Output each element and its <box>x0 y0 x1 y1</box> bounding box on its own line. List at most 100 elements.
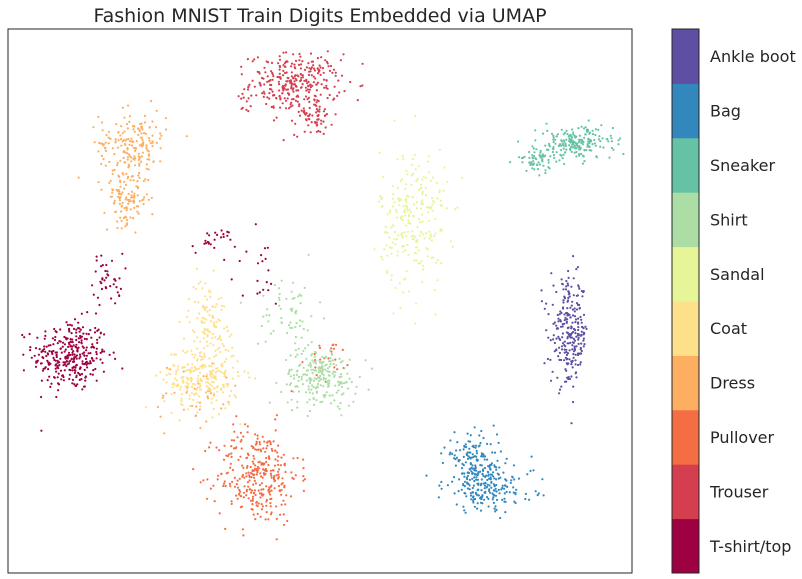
data-point <box>238 492 241 495</box>
data-point <box>308 67 311 70</box>
data-point <box>180 399 183 403</box>
data-point <box>572 327 576 331</box>
data-point <box>341 360 344 363</box>
data-point <box>257 489 260 492</box>
data-point <box>252 454 255 458</box>
data-point <box>271 449 274 452</box>
data-point <box>94 312 98 315</box>
data-point <box>242 96 245 99</box>
data-point <box>319 369 322 372</box>
data-point <box>282 69 285 72</box>
data-point <box>206 395 209 398</box>
data-point <box>240 73 243 76</box>
data-point <box>211 384 214 388</box>
data-point <box>71 378 75 381</box>
data-point <box>179 388 182 391</box>
data-point <box>404 204 408 207</box>
data-point <box>126 207 129 210</box>
data-point <box>567 333 570 336</box>
data-point <box>561 325 564 328</box>
data-point <box>312 75 315 78</box>
data-point <box>333 97 336 100</box>
data-point <box>564 345 567 348</box>
data-point <box>317 371 320 374</box>
data-point <box>178 321 181 324</box>
data-point <box>564 368 567 371</box>
data-point <box>286 401 289 404</box>
data-point <box>315 111 318 114</box>
data-point <box>449 439 452 442</box>
data-point <box>427 206 430 209</box>
data-point <box>406 230 410 233</box>
data-point <box>72 358 75 361</box>
data-point <box>503 487 506 490</box>
data-point <box>487 497 490 500</box>
data-point <box>512 486 515 489</box>
data-point <box>392 193 395 196</box>
data-point <box>440 480 443 484</box>
data-point <box>562 306 565 309</box>
data-point <box>610 140 614 143</box>
data-point <box>582 127 586 130</box>
data-point <box>325 60 329 64</box>
data-point <box>132 217 135 220</box>
data-point <box>290 62 294 65</box>
data-point <box>228 394 231 397</box>
data-point <box>449 451 452 454</box>
data-point <box>472 501 475 504</box>
data-point <box>435 182 438 185</box>
data-point <box>209 342 212 345</box>
data-point <box>190 392 193 395</box>
data-point <box>421 193 424 196</box>
data-point <box>469 440 472 443</box>
data-point <box>553 341 557 345</box>
data-point <box>194 251 197 254</box>
data-point <box>552 322 555 325</box>
data-point <box>260 493 263 496</box>
data-point <box>240 447 243 450</box>
data-point <box>171 386 174 389</box>
data-point <box>191 245 194 248</box>
data-point <box>202 479 205 482</box>
data-point <box>148 126 151 129</box>
data-point <box>114 210 117 214</box>
data-point <box>122 150 125 153</box>
data-point <box>558 351 562 354</box>
data-point <box>549 339 552 342</box>
data-point <box>45 345 48 348</box>
data-point <box>213 238 216 241</box>
data-point <box>571 143 574 146</box>
data-point <box>572 337 576 341</box>
data-point <box>339 361 342 364</box>
data-point <box>273 464 277 467</box>
data-point <box>161 396 164 399</box>
data-point <box>252 492 255 495</box>
data-point <box>348 377 351 380</box>
data-point <box>469 492 472 495</box>
data-point <box>258 72 261 75</box>
data-point <box>490 486 493 489</box>
data-point <box>173 383 176 386</box>
data-point <box>421 190 424 193</box>
data-point <box>213 325 216 328</box>
data-point <box>100 265 103 268</box>
data-point <box>220 371 223 374</box>
data-point <box>503 492 506 495</box>
data-point <box>563 319 566 322</box>
data-point <box>290 82 293 85</box>
data-point <box>560 278 563 281</box>
data-point <box>235 494 238 497</box>
data-point <box>464 511 467 514</box>
data-point <box>269 502 272 505</box>
data-point <box>53 376 56 379</box>
data-point <box>359 85 362 88</box>
data-point <box>541 160 544 163</box>
data-point <box>260 482 263 485</box>
data-point <box>292 457 295 460</box>
data-point <box>499 450 502 453</box>
data-point <box>558 358 561 361</box>
data-point <box>227 383 230 386</box>
data-point <box>214 349 217 352</box>
data-point <box>270 105 273 109</box>
data-point <box>215 399 218 402</box>
